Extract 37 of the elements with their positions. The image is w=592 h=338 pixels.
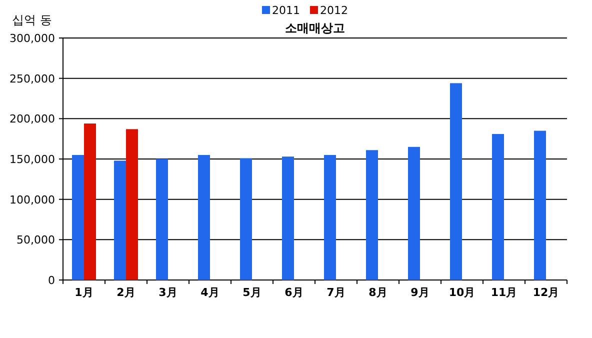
bar xyxy=(324,154,336,280)
x-tick-label: 1月 xyxy=(74,286,94,299)
x-tick-label: 4月 xyxy=(200,286,220,299)
y-tick-label: 300,000 xyxy=(10,32,55,45)
y-axis-title: 십억 동 xyxy=(12,13,52,27)
legend-label: 2011 xyxy=(272,4,300,17)
x-tick-label: 8月 xyxy=(368,286,388,299)
x-tick-label: 11月 xyxy=(490,286,518,299)
x-tick-label: 6月 xyxy=(284,286,304,299)
bar xyxy=(114,160,126,280)
bar xyxy=(84,124,96,280)
x-tick-label: 5月 xyxy=(242,286,262,299)
x-tick-label: 7月 xyxy=(326,286,346,299)
bar xyxy=(450,83,462,280)
y-tick-label: 50,000 xyxy=(16,234,55,247)
y-tick-label: 200,000 xyxy=(10,112,55,126)
bar xyxy=(72,154,84,280)
y-tick-label: 250,000 xyxy=(10,72,55,86)
legend-label: 2012 xyxy=(320,4,348,17)
bar xyxy=(408,146,420,280)
x-tick-label: 10月 xyxy=(448,286,476,299)
y-tick-label: 150,000 xyxy=(10,153,55,166)
chart-title: 소매매상고 xyxy=(285,21,345,35)
bar xyxy=(156,159,168,280)
bar xyxy=(282,156,294,280)
bar xyxy=(534,130,546,280)
bar xyxy=(198,154,210,280)
x-tick-label: 9月 xyxy=(410,286,430,299)
x-tick-label: 2月 xyxy=(116,286,136,299)
x-tick-label: 12月 xyxy=(532,286,560,299)
bar xyxy=(366,150,378,280)
bar xyxy=(240,158,252,280)
y-tick-label: 100,000 xyxy=(10,193,55,206)
bar xyxy=(126,129,138,280)
y-tick-label: 0 xyxy=(48,274,55,287)
x-tick-label: 3月 xyxy=(158,286,178,299)
bar xyxy=(492,134,504,280)
